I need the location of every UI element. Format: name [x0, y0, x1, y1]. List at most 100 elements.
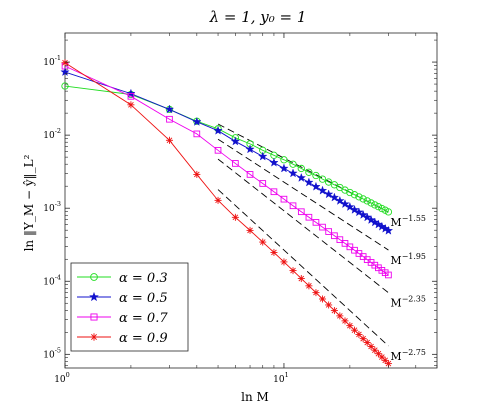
legend-label: α = 0.7: [119, 311, 168, 326]
data-point-stroke: [382, 357, 389, 364]
y-tick-label-exponent: -3: [55, 200, 61, 208]
data-point: [269, 157, 279, 167]
data-point: [166, 115, 173, 123]
x-tick-label: 100: [54, 371, 70, 385]
data-point: [384, 208, 393, 216]
data-point-stroke: [337, 313, 343, 319]
data-point: [214, 196, 222, 204]
data-point: [232, 160, 239, 167]
reference-line: [217, 158, 389, 294]
y-tick-label: 10-3: [43, 200, 61, 214]
data-point: [288, 168, 298, 178]
x-tick-label-base: 10: [54, 375, 66, 385]
data-point: [371, 201, 379, 209]
data-point: [336, 236, 344, 243]
reference-label-base: M: [390, 297, 401, 310]
data-point: [246, 171, 254, 178]
reference-label-exponent: −1.55: [402, 214, 426, 223]
data-point: [246, 226, 254, 234]
legend: α = 0.3 α = 0.5 α = 0.7 α = 0.9: [70, 262, 189, 352]
data-point: [363, 197, 371, 205]
data-point: [317, 185, 328, 195]
y-axis-label: ln ‖Y_M − ŷ‖_L²: [22, 154, 36, 251]
data-point: [370, 217, 380, 227]
data-point-stroke: [331, 307, 338, 314]
legend-entry: α = 0.7: [77, 311, 168, 326]
y-axis-ticks: 10-510-410-310-210-1: [43, 39, 437, 366]
data-point: [312, 219, 320, 226]
data-point: [193, 170, 201, 178]
x-axis-label: ln M: [241, 390, 269, 404]
data-point: [270, 248, 278, 256]
data-point: [311, 181, 321, 191]
data-point: [60, 67, 70, 77]
data-point: [61, 59, 69, 67]
data-point: [350, 326, 359, 334]
y-tick-label: 10-1: [43, 54, 61, 68]
data-point-stroke: [62, 59, 68, 66]
data-point-stroke: [368, 343, 374, 350]
data-point: [349, 204, 360, 214]
data-point: [164, 104, 175, 114]
data-point-stroke: [166, 137, 173, 144]
reference-label: M−1.55: [390, 214, 426, 229]
y-tick-label-exponent: -1: [55, 54, 61, 62]
data-point-stroke: [215, 197, 221, 204]
data-point: [305, 282, 313, 290]
data-point: [346, 243, 354, 251]
data-point: [296, 172, 306, 182]
data-point: [213, 125, 223, 135]
data-point-stroke: [319, 296, 326, 302]
data-point: [90, 273, 98, 281]
reference-label-base: M: [390, 254, 401, 267]
y-tick-label-exponent: -5: [55, 346, 61, 354]
data-point: [362, 212, 372, 222]
data-point: [319, 223, 326, 231]
data-point: [318, 295, 327, 303]
data-point: [297, 208, 305, 216]
legend-entry: α = 0.5: [77, 291, 168, 306]
data-point: [297, 164, 305, 173]
data-point: [385, 271, 392, 279]
reference-label: M−1.95: [390, 252, 426, 267]
reference-label: M−2.35: [390, 295, 426, 310]
data-point: [279, 163, 289, 173]
data-point-stroke: [379, 354, 385, 360]
data-point-stroke: [91, 334, 97, 340]
data-point: [259, 180, 267, 187]
legend-entry: α = 0.9: [77, 331, 168, 346]
data-point-stroke: [306, 283, 312, 289]
series-group: [61, 59, 392, 368]
y-tick-label-base: 10: [43, 350, 55, 360]
data-point: [192, 116, 202, 126]
reference-labels: M−1.55M−1.95M−2.35M−2.75: [390, 214, 426, 363]
data-point: [312, 171, 320, 180]
data-point: [346, 322, 354, 330]
data-series: [60, 59, 394, 368]
data-point-stroke: [313, 289, 319, 296]
y-tick-label-base: 10: [43, 204, 55, 214]
data-point-stroke: [356, 331, 362, 338]
data-point-stroke: [351, 327, 358, 333]
reference-label-exponent: −2.35: [402, 295, 426, 304]
data-point: [318, 175, 327, 183]
reference-line: [217, 138, 389, 251]
data-point: [90, 313, 98, 321]
data-point: [289, 160, 297, 168]
y-tick-label-base: 10: [43, 277, 55, 287]
data-point: [230, 136, 241, 146]
data-point: [330, 307, 338, 315]
series-group: [61, 62, 392, 279]
data-point-stroke: [298, 275, 305, 282]
data-point: [374, 203, 383, 211]
data-point: [305, 213, 313, 221]
data-point-stroke: [325, 302, 332, 308]
data-point: [280, 258, 288, 266]
data-point-stroke: [281, 259, 287, 265]
y-tick-label-base: 10: [43, 131, 55, 141]
data-point: [304, 177, 314, 187]
x-tick-label-exponent: 0: [66, 371, 70, 379]
data-point: [323, 189, 334, 199]
data-point: [297, 275, 305, 283]
